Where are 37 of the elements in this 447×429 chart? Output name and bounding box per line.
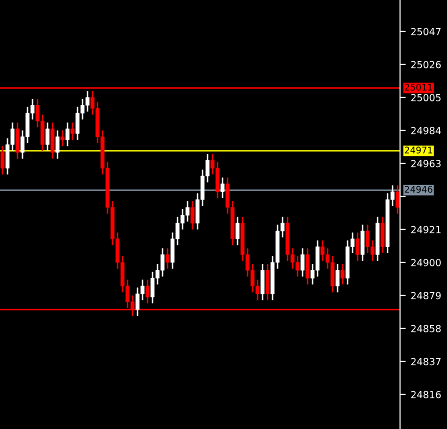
candlestick — [266, 263, 270, 301]
y-tick-label: 25047 — [411, 28, 441, 36]
candlestick — [236, 216, 240, 246]
ref-line-label: 25011 — [404, 84, 432, 91]
candlestick — [50, 122, 54, 160]
candlestick — [70, 122, 74, 141]
candlestick — [260, 263, 265, 301]
y-tick-label: 24984 — [411, 126, 441, 134]
y-tick-label: 24921 — [411, 226, 441, 234]
candlestick — [60, 130, 64, 147]
y-tick-label: 24879 — [411, 292, 441, 300]
candlestick — [166, 248, 170, 270]
candlestick — [380, 216, 385, 254]
y-tick-label: 24858 — [411, 324, 441, 332]
y-tick-label: 25026 — [411, 60, 441, 68]
candlestick — [340, 263, 345, 286]
y-tick-label: 24816 — [411, 390, 441, 398]
y-tick-label: 24837 — [411, 358, 441, 366]
candlestick — [396, 184, 400, 214]
candlestick — [300, 248, 305, 278]
candlestick — [46, 122, 50, 152]
y-tick-label: 24900 — [411, 258, 441, 266]
candlestick — [306, 248, 310, 286]
candlestick — [356, 232, 360, 262]
candlestick — [360, 224, 365, 262]
ref-line-label: 24971 — [404, 146, 432, 154]
candlestick — [56, 130, 60, 160]
candlestick — [190, 200, 194, 230]
candlestick — [146, 279, 150, 304]
ref-line-label: 24946 — [404, 186, 432, 193]
candlestick — [16, 122, 20, 160]
candlestick — [336, 263, 340, 293]
candlestick — [0, 145, 4, 176]
y-tick-label: 25005 — [411, 94, 441, 102]
y-tick-label: 24963 — [411, 160, 441, 168]
candlestick — [66, 122, 70, 147]
candlestick — [220, 176, 224, 199]
